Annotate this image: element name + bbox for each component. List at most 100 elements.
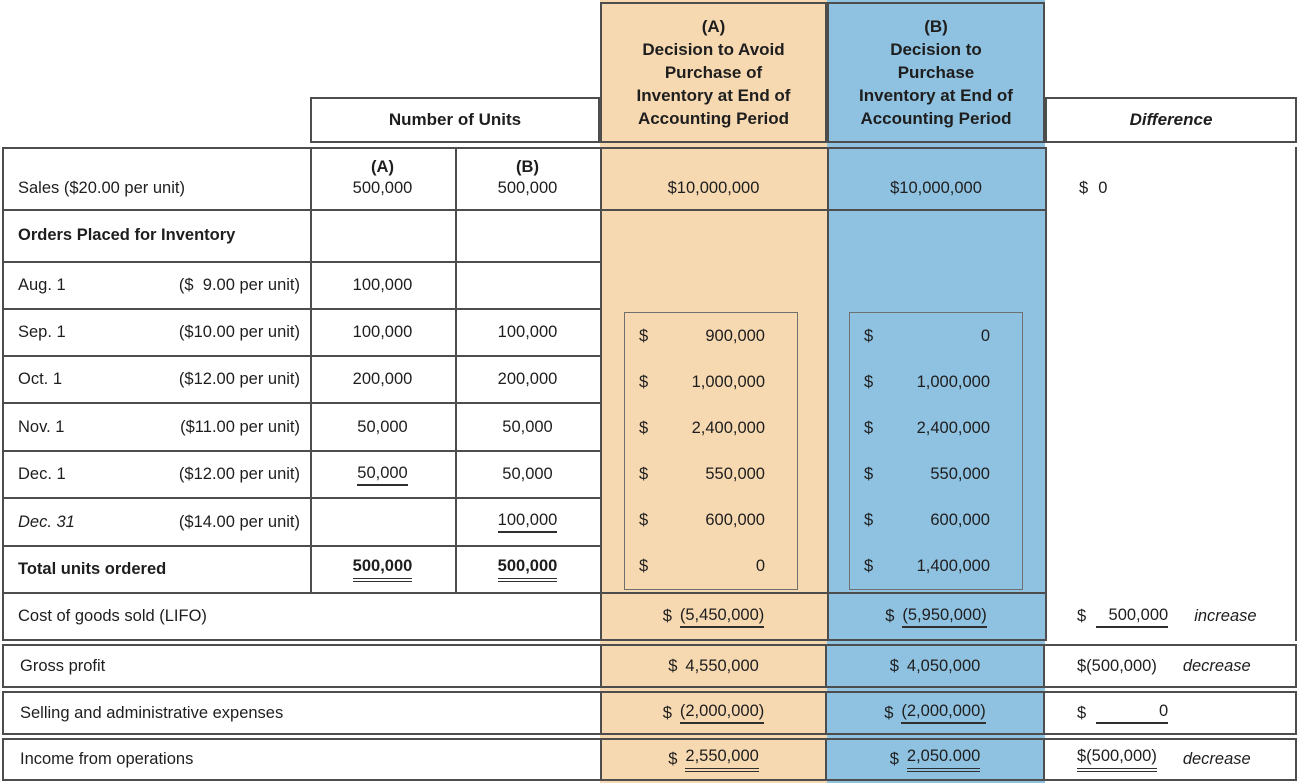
units-subheader-a: (A) <box>371 158 394 176</box>
order-price: ($12.00 per unit) <box>178 370 300 388</box>
income-value-a: 2,550,000 <box>685 747 759 772</box>
order-units-b-cell: 50,000 <box>455 452 600 497</box>
purchase-amount-a: 0 <box>755 556 765 575</box>
gross-diff-note: decrease <box>1182 656 1251 675</box>
dollar-sign: $ <box>639 418 649 437</box>
grid-line <box>455 147 457 594</box>
total-label-cell: Total units ordered <box>2 547 310 592</box>
order-units-b: 50,000 <box>502 417 553 436</box>
purchase-line: $550,000 <box>625 451 797 497</box>
order-units-a: 50,000 <box>357 417 408 436</box>
purchase-line: $550,000 <box>850 451 1022 497</box>
gross-profit-row: Gross profit $4,550,000 $4,050,000 $(500… <box>2 644 1297 688</box>
difference-header-text: Difference <box>1129 110 1213 129</box>
income-label: Income from operations <box>20 750 194 768</box>
column-b-header-text: (B) Decision to Purchase Inventory at En… <box>859 17 1013 128</box>
sales-value-b: $10,000,000 <box>890 179 982 197</box>
grid-line <box>1045 147 1047 641</box>
dollar-sign: $ <box>639 326 649 345</box>
order-units-a-cell: 50,000 <box>310 404 455 450</box>
order-units-a-cell <box>310 499 455 545</box>
purchase-line: $1,400,000 <box>850 543 1022 589</box>
purchases-box-b: $0 $1,000,000 $2,400,000 $550,000 $600,0… <box>849 312 1023 590</box>
order-price: ($12.00 per unit) <box>178 465 300 483</box>
gross-label-cell: Gross profit <box>4 646 600 686</box>
cogs-value-a: (5,450,000) <box>679 606 765 628</box>
purchase-amount-b: 600,000 <box>930 510 990 529</box>
grid-line <box>2 261 602 263</box>
order-price: ($11.00 per unit) <box>180 417 300 436</box>
gross-label: Gross profit <box>20 656 106 675</box>
column-b-highlight <box>827 0 1045 783</box>
cogs-diff-cell: $ 500,000 increase <box>1045 594 1295 639</box>
order-units-b: 200,000 <box>497 370 558 388</box>
order-units-a-cell: 100,000 <box>310 263 455 308</box>
purchase-amount-a: 550,000 <box>705 464 765 483</box>
total-label: Total units ordered <box>18 560 167 578</box>
order-price: ($10.00 per unit) <box>178 323 300 341</box>
purchase-amount-a: 900,000 <box>705 326 765 345</box>
dollar-sign: $ <box>864 372 874 391</box>
dollar-sign: $ <box>1077 703 1087 722</box>
selling-value-b-cell: $ (2,000,000) <box>827 693 1045 733</box>
income-value-b-cell: $2,050.000 <box>827 740 1045 779</box>
dollar-sign: $ <box>662 607 672 625</box>
sales-diff-amount: 0 <box>1098 179 1108 197</box>
grid-line <box>827 147 829 641</box>
gross-diff-cell: $(500,000) decrease <box>1045 646 1295 686</box>
order-units-b-cell: 100,000 <box>455 310 600 355</box>
dollar-sign: $ <box>889 750 899 768</box>
column-a-header: (A) Decision to Avoid Purchase of Invent… <box>600 2 827 143</box>
order-units-a-cell: 200,000 <box>310 357 455 402</box>
grid-line <box>2 402 602 404</box>
dollar-sign: $ <box>864 556 874 575</box>
cogs-label: Cost of goods sold (LIFO) <box>18 607 207 625</box>
grid-line <box>2 308 602 310</box>
order-row-label-cell: Dec. 1 ($12.00 per unit) <box>2 452 310 497</box>
order-units-a-cell: 100,000 <box>310 310 455 355</box>
dollar-sign: $ <box>639 372 649 391</box>
number-of-units-header-text: Number of Units <box>388 110 522 129</box>
sales-units-b: 500,000 <box>497 179 558 197</box>
purchase-amount-b: 1,000,000 <box>916 372 990 391</box>
total-units-b-cell: 500,000 <box>455 547 600 592</box>
income-row: Income from operations $2,550,000 $2,050… <box>2 738 1297 781</box>
order-units-b: 50,000 <box>502 465 553 483</box>
difference-header: Difference <box>1045 97 1297 143</box>
sales-value-a: $10,000,000 <box>667 179 760 197</box>
order-units-b: 100,000 <box>497 323 558 341</box>
cogs-value-a-cell: $ (5,450,000) <box>600 594 827 639</box>
purchase-line: $1,000,000 <box>850 359 1022 405</box>
dollar-sign: $ <box>885 607 895 625</box>
order-row-label-cell: Nov. 1 ($11.00 per unit) <box>2 404 310 450</box>
dollar-sign: $ <box>639 464 649 483</box>
purchase-line: $2,400,000 <box>850 405 1022 451</box>
purchase-amount-b: 1,400,000 <box>916 556 990 575</box>
purchase-line: $900,000 <box>625 313 797 359</box>
order-units-b-cell <box>455 263 600 308</box>
purchase-line: $0 <box>850 313 1022 359</box>
grid-line <box>310 147 312 594</box>
dollar-sign: $ <box>864 464 874 483</box>
grid-line <box>2 497 602 499</box>
income-label-cell: Income from operations <box>4 740 600 779</box>
purchases-box-a: $900,000 $1,000,000 $2,400,000 $550,000 … <box>624 312 798 590</box>
sales-value-b-cell: $10,000,000 <box>827 147 1045 209</box>
grid-line <box>2 592 1047 594</box>
sales-value-a-cell: $10,000,000 <box>600 147 827 209</box>
order-units-b-cell: 200,000 <box>455 357 600 402</box>
purchase-line: $2,400,000 <box>625 405 797 451</box>
income-value-a-cell: $2,550,000 <box>600 740 827 779</box>
units-subheader-b: (B) <box>516 158 539 176</box>
selling-value-a: (2,000,000) <box>679 702 765 724</box>
purchase-line: $0 <box>625 543 797 589</box>
order-price: ($ 9.00 per unit) <box>178 276 300 294</box>
order-row-label-cell: Sep. 1 ($10.00 per unit) <box>2 310 310 355</box>
cogs-diff-amount: 500,000 <box>1096 606 1169 628</box>
sales-units-a: 500,000 <box>352 179 413 197</box>
order-row-label-cell: Aug. 1 ($ 9.00 per unit) <box>2 263 310 308</box>
purchase-amount-b: 0 <box>980 326 990 345</box>
purchase-line: $600,000 <box>625 497 797 543</box>
dollar-sign: $ <box>662 703 672 722</box>
